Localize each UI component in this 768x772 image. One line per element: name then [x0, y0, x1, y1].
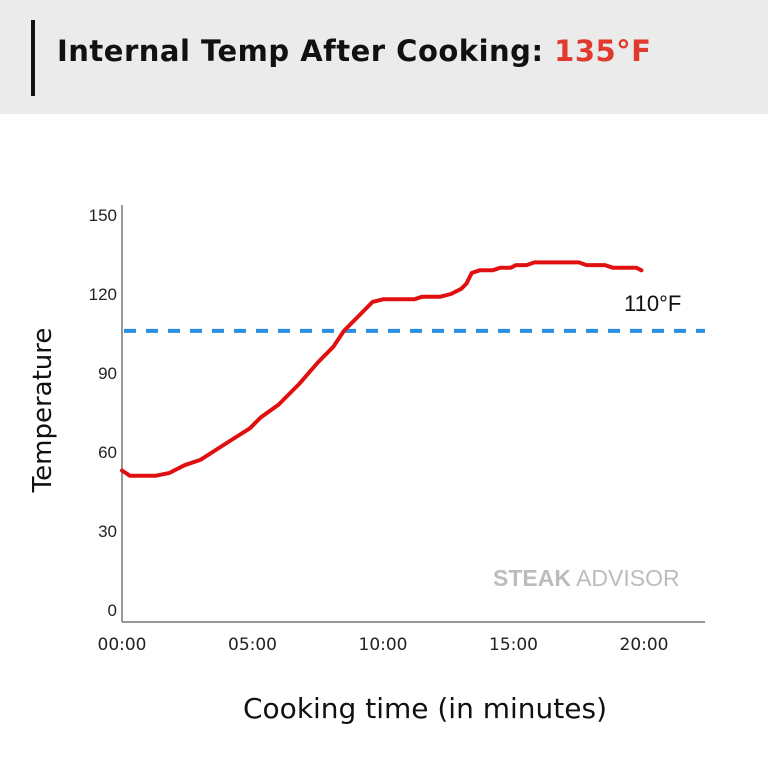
y-tick-label: 120: [89, 285, 117, 304]
page-title: Internal Temp After Cooking: 135°F: [57, 34, 652, 68]
y-tick-label: 30: [98, 522, 117, 541]
chart-axes: [121, 205, 705, 623]
x-tick-label: 00:00: [98, 635, 147, 655]
header: Internal Temp After Cooking: 135°F: [0, 0, 768, 114]
title-temperature-value: 135°F: [554, 34, 652, 68]
x-tick-label: 10:00: [359, 635, 408, 655]
x-axis-label: Cooking time (in minutes): [243, 692, 607, 725]
y-tick-labels: 0 30 60 90 120 150: [89, 206, 117, 620]
temperature-series-line: [120, 260, 644, 478]
y-tick-label: 150: [89, 206, 117, 225]
reference-line-label: 110°F: [624, 291, 681, 316]
y-axis-label: Temperature: [28, 328, 58, 494]
title-prefix: Internal Temp After Cooking:: [57, 34, 555, 68]
y-tick-label: 60: [98, 443, 117, 462]
y-tick-label: 0: [108, 601, 117, 620]
watermark-steak: STEAK: [493, 565, 571, 591]
header-accent-bar: [31, 20, 35, 96]
y-tick-label: 90: [98, 364, 117, 383]
watermark: STEAK ADVISOR: [493, 565, 680, 591]
x-tick-label: 05:00: [228, 635, 277, 655]
x-tick-label: 20:00: [620, 635, 669, 655]
watermark-advisor: ADVISOR: [571, 565, 680, 591]
x-tick-label: 15:00: [489, 635, 538, 655]
x-tick-labels: 00:00 05:00 10:00 15:00 20:00: [98, 635, 669, 655]
